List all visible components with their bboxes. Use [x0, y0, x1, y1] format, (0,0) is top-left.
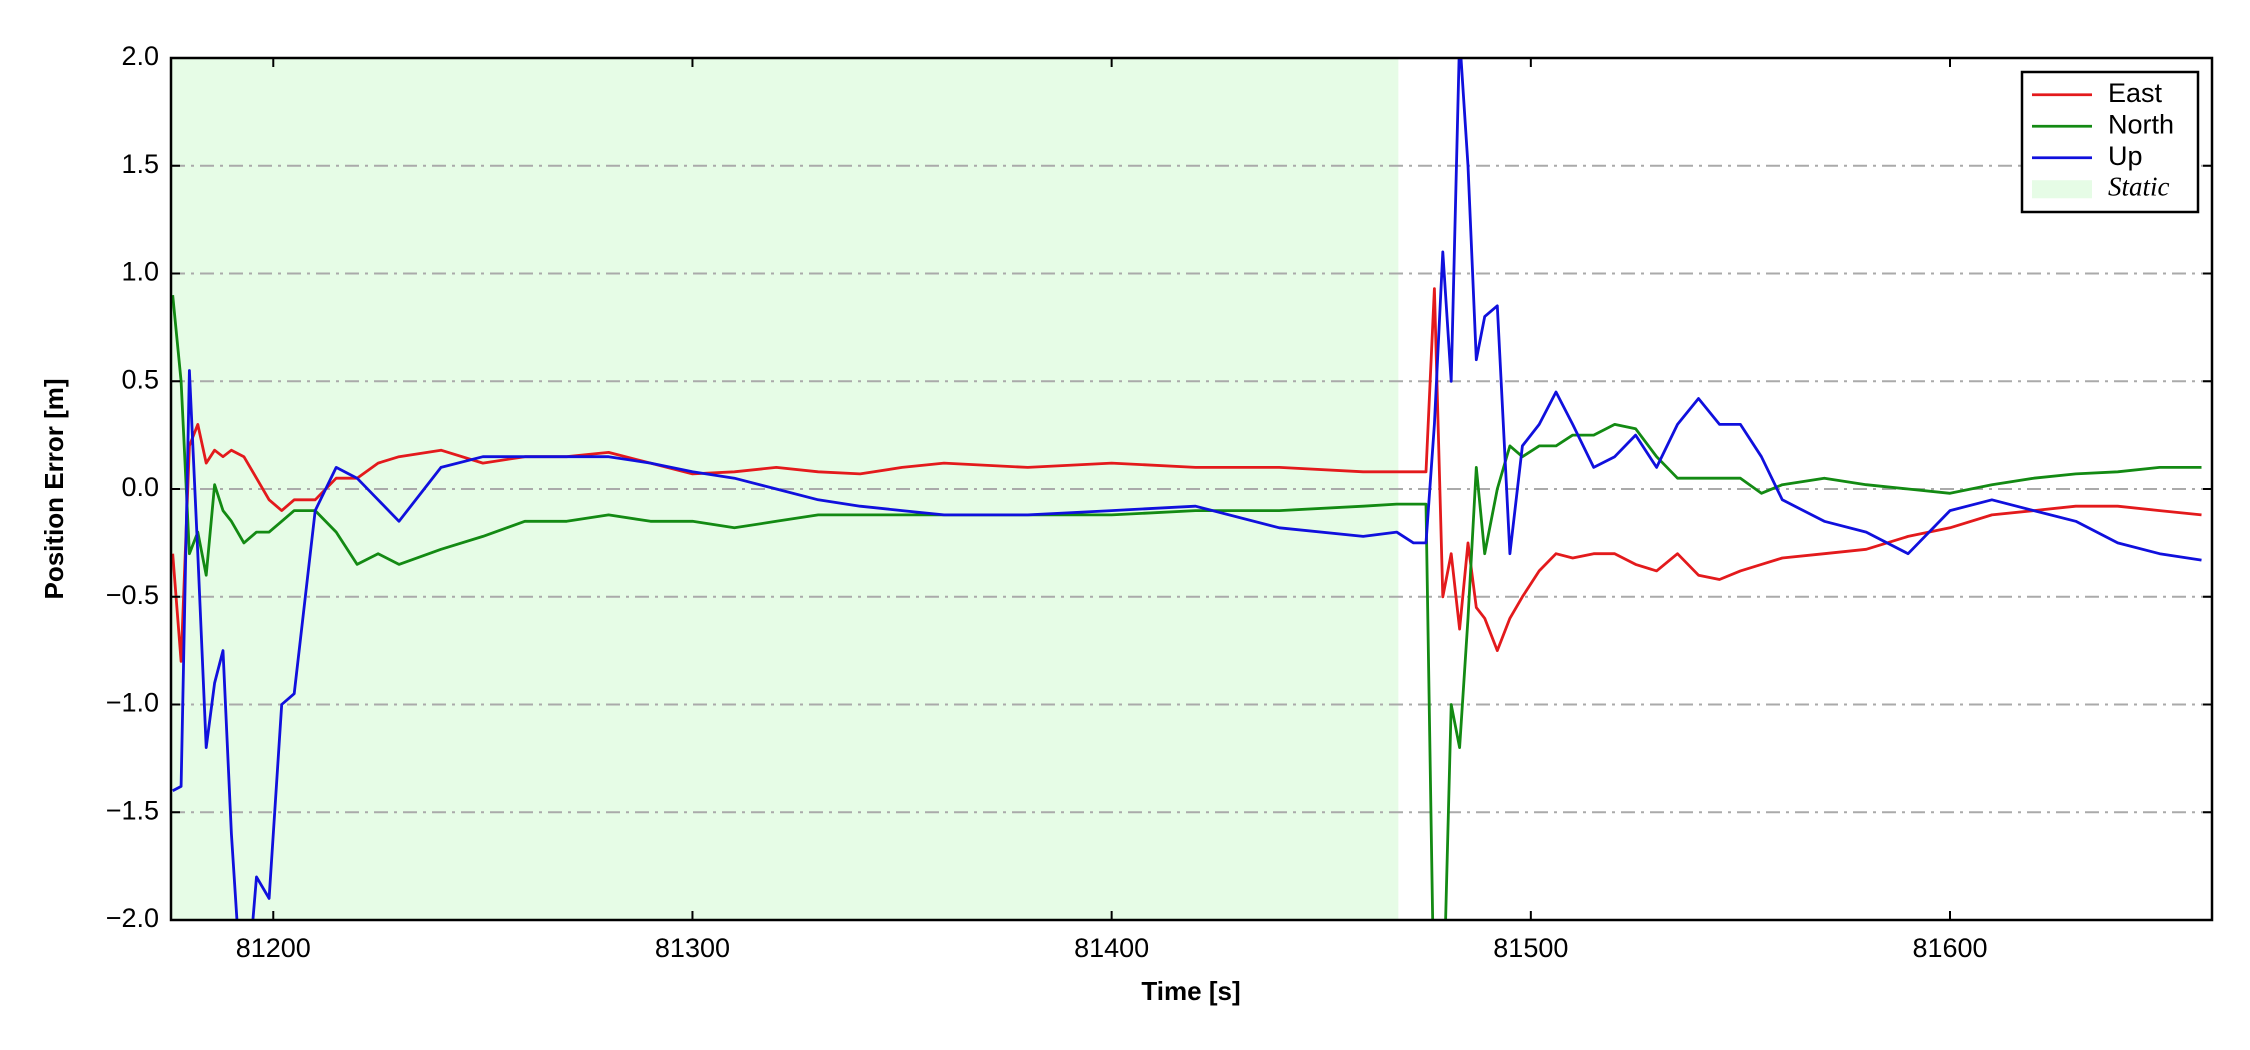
series-line	[172, 58, 2202, 920]
x-tick-label: 81200	[236, 933, 311, 963]
legend-label: Up	[2108, 141, 2143, 171]
y-tick-label: 1.5	[121, 149, 159, 179]
y-tick-label: −1.5	[106, 795, 159, 825]
y-tick-label: −0.5	[106, 580, 159, 610]
y-axis-title: Position Error [m]	[39, 378, 69, 599]
series-line	[171, 294, 2202, 920]
legend-label: North	[2108, 109, 2174, 139]
x-axis-title: Time [s]	[1141, 976, 1240, 1006]
lines	[171, 58, 2202, 920]
y-tick-label: 1.0	[121, 257, 159, 287]
y-tick-label: −2.0	[106, 903, 159, 933]
x-tick-label: 81400	[1074, 933, 1149, 963]
series-line	[171, 287, 2202, 663]
ticks: −2.0 −1.5 −1.0 −0.5 0.0 0.5 1.0 1.5 2.0 81200 8130…	[106, 41, 2212, 963]
legend-patch	[2032, 180, 2092, 199]
y-tick-label: −1.0	[106, 688, 159, 718]
y-tick-label: 0.5	[121, 364, 159, 394]
legend-label: Static	[2108, 171, 2170, 201]
y-tick-label: 0.0	[121, 472, 159, 502]
legend-label: East	[2108, 78, 2163, 108]
x-tick-label: 81300	[655, 933, 730, 963]
y-tick-label: 2.0	[121, 41, 159, 71]
x-tick-label: 81500	[1493, 933, 1568, 963]
x-tick-label: 81600	[1912, 933, 1987, 963]
